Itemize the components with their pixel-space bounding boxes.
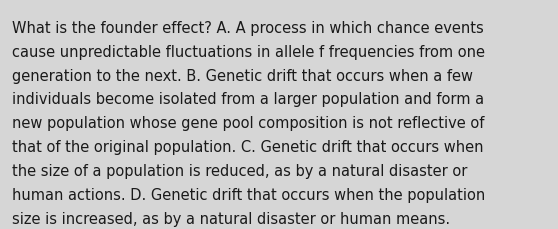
Text: new population whose gene pool composition is not reflective of: new population whose gene pool compositi… — [12, 116, 485, 131]
Text: cause unpredictable fluctuations in allele f frequencies from one: cause unpredictable fluctuations in alle… — [12, 44, 485, 59]
Text: generation to the next. B. Genetic drift that occurs when a few: generation to the next. B. Genetic drift… — [12, 68, 473, 83]
Text: the size of a population is reduced, as by a natural disaster or: the size of a population is reduced, as … — [12, 164, 468, 178]
Text: that of the original population. C. Genetic drift that occurs when: that of the original population. C. Gene… — [12, 140, 484, 155]
Text: size is increased, as by a natural disaster or human means.: size is increased, as by a natural disas… — [12, 211, 450, 226]
Text: What is the founder effect? A. A process in which chance events: What is the founder effect? A. A process… — [12, 21, 484, 35]
Text: human actions. D. Genetic drift that occurs when the population: human actions. D. Genetic drift that occ… — [12, 187, 485, 202]
Text: individuals become isolated from a larger population and form a: individuals become isolated from a large… — [12, 92, 484, 107]
